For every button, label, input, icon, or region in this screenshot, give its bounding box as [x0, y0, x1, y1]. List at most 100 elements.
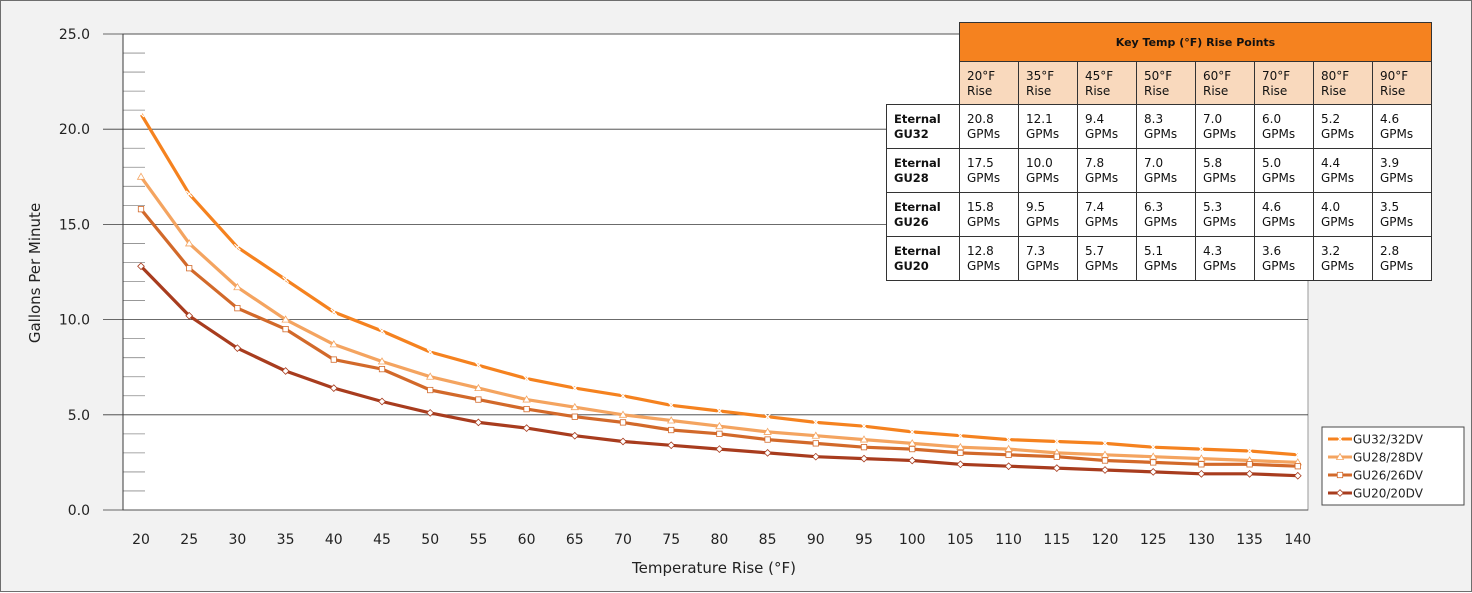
data-point — [811, 431, 820, 439]
table-cell: 4.0 GPMs — [1313, 192, 1373, 237]
legend-label: GU26/26DV — [1353, 469, 1424, 483]
data-point — [426, 372, 435, 380]
y-tick-label: 0.0 — [68, 503, 90, 519]
data-point — [137, 110, 145, 118]
table-corner — [887, 23, 960, 62]
x-tick-label: 80 — [710, 532, 728, 548]
x-tick-label: 100 — [899, 532, 926, 548]
series-gu28-28dv — [136, 172, 1302, 466]
data-point — [908, 428, 916, 436]
data-point — [522, 424, 531, 432]
y-tick-label: 5.0 — [68, 408, 90, 424]
data-point — [667, 401, 675, 409]
table-cell: 3.9 GPMs — [1372, 148, 1432, 193]
data-point — [812, 440, 819, 447]
x-tick-label: 45 — [373, 532, 391, 548]
data-point — [137, 262, 145, 271]
x-tick-label: 50 — [421, 532, 439, 548]
table-row: Eternal GU32 20.8 GPMs 12.1 GPMs 9.4 GPMs 8.… — [886, 104, 1432, 149]
x-tick-label: 105 — [947, 532, 974, 548]
table-cell: 6.3 GPMs — [1136, 192, 1196, 237]
table-cell: 12.8 GPMs — [959, 236, 1019, 281]
data-point — [1005, 436, 1013, 443]
data-point — [1246, 461, 1253, 468]
data-point — [330, 308, 338, 316]
x-tick-label: 55 — [469, 532, 487, 548]
table-cell: 7.4 GPMs — [1077, 192, 1137, 237]
table-cell: 2.8 GPMs — [1372, 236, 1432, 281]
data-point — [1246, 447, 1254, 455]
table-cell: 4.3 GPMs — [1195, 236, 1255, 281]
data-point — [330, 356, 337, 363]
x-tick-label: 40 — [325, 532, 343, 548]
data-point — [426, 409, 435, 417]
y-tick-label: 25.0 — [59, 27, 90, 43]
x-tick-label: 35 — [277, 532, 295, 548]
x-tick-label: 140 — [1284, 532, 1311, 548]
table-column-header: 80°F Rise — [1313, 61, 1373, 105]
table-row-header: Eternal GU26 — [886, 192, 960, 237]
y-tick-label: 10.0 — [59, 313, 90, 329]
y-axis-ticks: 0.0 5.0 10.0 15.0 20.0 25.0 — [59, 27, 145, 519]
data-point — [1053, 438, 1061, 445]
data-point — [1336, 471, 1344, 479]
data-point — [860, 444, 868, 451]
data-point — [233, 344, 242, 353]
table-column-header: 35°F Rise — [1018, 61, 1078, 105]
data-point — [1245, 469, 1254, 478]
data-point — [1294, 451, 1302, 459]
x-tick-label: 20 — [132, 532, 150, 548]
table-cell: 5.2 GPMs — [1313, 104, 1373, 149]
data-point — [185, 239, 194, 247]
data-point — [860, 422, 868, 430]
data-point — [185, 190, 193, 198]
table-column-header: 50°F Rise — [1136, 61, 1196, 105]
data-point — [1052, 464, 1061, 472]
data-point — [909, 445, 916, 453]
data-point — [523, 405, 530, 413]
data-point — [571, 384, 579, 392]
y-tick-label: 15.0 — [59, 217, 90, 233]
data-point — [378, 366, 386, 373]
x-tick-label: 70 — [614, 532, 632, 548]
data-point — [956, 442, 965, 451]
data-point — [1149, 452, 1158, 460]
table-cell: 7.3 GPMs — [1018, 236, 1078, 281]
data-point — [1150, 459, 1157, 466]
data-point — [571, 413, 578, 420]
legend-item: GU20/20DV — [1328, 487, 1424, 501]
table-title: Key Temp (°F) Rise Points — [959, 22, 1432, 62]
series-gu26-26dv — [137, 206, 1301, 470]
table-cell: 5.0 GPMs — [1254, 148, 1314, 193]
table-cell: 9.5 GPMs — [1018, 192, 1078, 237]
legend-label: GU20/20DV — [1353, 487, 1424, 501]
data-point — [764, 436, 771, 443]
data-point — [281, 315, 290, 323]
data-point — [956, 432, 964, 440]
data-point — [715, 407, 723, 415]
data-point — [764, 413, 772, 421]
data-point — [715, 445, 724, 453]
data-point — [811, 452, 820, 461]
data-point — [329, 384, 338, 393]
table-column-header: 20°F Rise — [959, 61, 1019, 105]
table-cell: 10.0 GPMs — [1018, 148, 1078, 193]
data-point — [136, 172, 146, 180]
x-tick-label: 90 — [807, 532, 825, 548]
table-cell: 3.6 GPMs — [1254, 236, 1314, 281]
data-point — [956, 460, 965, 469]
data-point — [474, 418, 483, 427]
data-point — [233, 282, 242, 291]
data-point — [1101, 439, 1109, 447]
data-point — [282, 326, 289, 333]
rise-points-table: Key Temp (°F) Rise Points 20°F Rise 35°F … — [886, 22, 1432, 281]
table-row: Eternal GU20 12.8 GPMs 7.3 GPMs 5.7 GPMs 5.1… — [886, 236, 1432, 281]
data-point — [1197, 454, 1206, 462]
data-point — [908, 439, 917, 447]
data-point — [186, 265, 193, 272]
table-cell: 3.5 GPMs — [1372, 192, 1432, 237]
data-point — [812, 418, 820, 426]
x-tick-label: 115 — [1043, 532, 1070, 548]
data-point — [329, 340, 338, 348]
